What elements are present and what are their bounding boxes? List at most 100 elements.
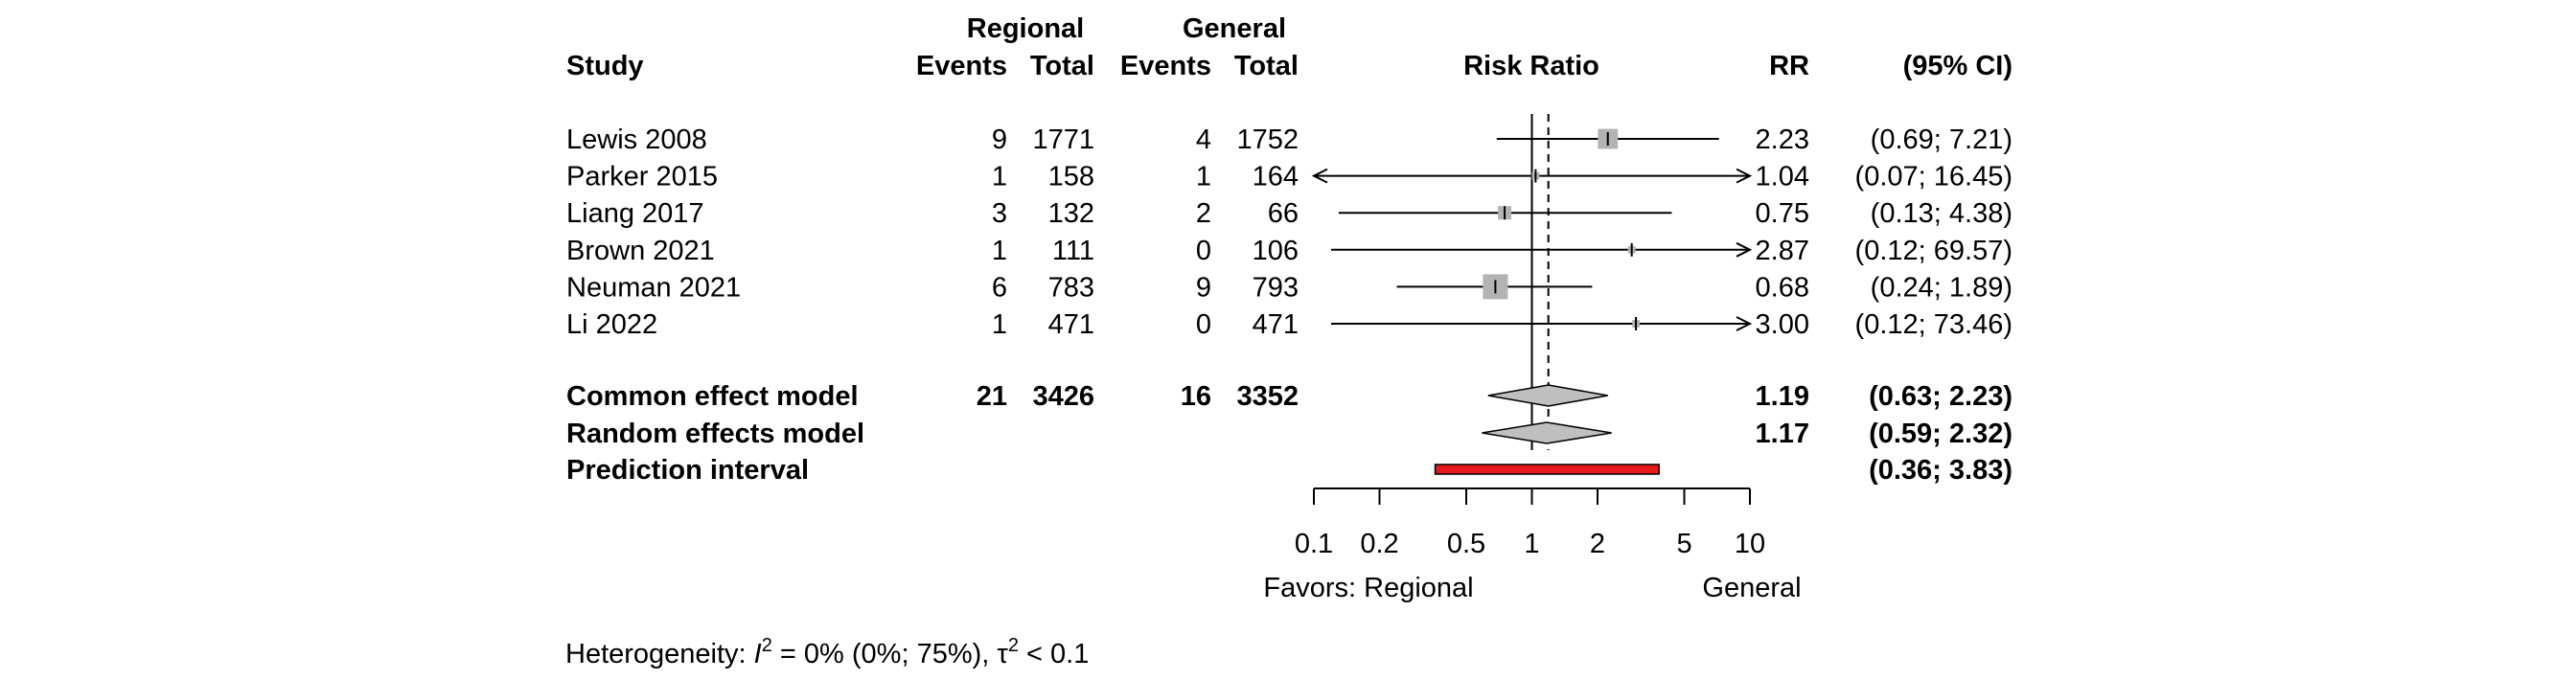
table-row: Lewis 2008 9 1771 4 1752 2.23 (0.69; 7.21) bbox=[566, 125, 2012, 155]
header-group1: Regional bbox=[967, 13, 1084, 44]
rr-value: 0.68 bbox=[1756, 272, 1809, 303]
study-name: Brown 2021 bbox=[566, 236, 715, 266]
study-name: Neuman 2021 bbox=[566, 272, 741, 303]
total-group1: 783 bbox=[1048, 272, 1094, 303]
x-tick-label: 5 bbox=[1676, 529, 1691, 559]
header-total-group2: Total bbox=[1234, 51, 1299, 81]
ci-arrow-right bbox=[1736, 168, 1753, 184]
x-tick-label: 0.5 bbox=[1447, 529, 1485, 559]
header-events-group1: Events bbox=[916, 51, 1007, 81]
total-group1: 111 bbox=[1052, 236, 1094, 266]
summary-name: Common effect model bbox=[566, 381, 859, 412]
ci-value: (0.12; 69.57) bbox=[1855, 236, 2012, 266]
summary-row: Prediction interval (0.36; 3.83) bbox=[566, 455, 2012, 486]
table-header: Regional General Study Events Total Even… bbox=[566, 13, 2012, 81]
ci-value: (0.69; 7.21) bbox=[1871, 125, 2012, 155]
summary-diamond bbox=[1487, 384, 1608, 407]
ci-value: (0.36; 3.83) bbox=[1869, 455, 2012, 486]
header-study: Study bbox=[566, 51, 644, 81]
total-group1: 158 bbox=[1048, 162, 1094, 193]
x-tick-label: 1 bbox=[1524, 529, 1539, 559]
table-row: Parker 2015 1 158 1 164 1.04 (0.07; 16.45) bbox=[566, 162, 2012, 193]
ci-arrow-left bbox=[1311, 168, 1328, 184]
study-name: Li 2022 bbox=[566, 309, 657, 340]
rr-value: 1.17 bbox=[1756, 419, 1809, 449]
total-group2: 164 bbox=[1253, 162, 1299, 193]
ci-value: (0.63; 2.23) bbox=[1869, 381, 2012, 412]
events-group1: 21 bbox=[977, 381, 1007, 412]
events-group1: 9 bbox=[992, 125, 1007, 155]
header-total-group1: Total bbox=[1030, 51, 1094, 81]
x-axis: 0.1 0.2 0.5 1 2 5 10 bbox=[1295, 487, 1765, 559]
summary-row: Common effect model 21 3426 16 3352 1.19 (0.63… bbox=[566, 381, 2012, 412]
events-group1: 6 bbox=[992, 272, 1007, 303]
events-group2: 4 bbox=[1196, 125, 1211, 155]
heterogeneity-tau-symbol: τ bbox=[997, 639, 1008, 669]
total-group1: 471 bbox=[1048, 309, 1094, 340]
ci-arrow-right bbox=[1736, 316, 1753, 331]
favors-left-label: Favors: Regional bbox=[1263, 573, 1473, 603]
ci-value: (0.07; 16.45) bbox=[1855, 162, 2012, 193]
header-ci: (95% CI) bbox=[1903, 51, 2012, 81]
total-group1: 1771 bbox=[1032, 125, 1094, 155]
heterogeneity-prefix: Heterogeneity: bbox=[565, 639, 754, 669]
total-group2: 793 bbox=[1253, 272, 1299, 303]
events-group2: 2 bbox=[1196, 198, 1211, 229]
header-rr: RR bbox=[1769, 51, 1809, 81]
rr-value: 3.00 bbox=[1756, 309, 1809, 340]
summary-name: Prediction interval bbox=[566, 455, 809, 486]
events-group1: 1 bbox=[992, 236, 1007, 266]
study-name: Parker 2015 bbox=[566, 162, 718, 193]
rr-value: 2.23 bbox=[1756, 125, 1809, 155]
events-group1: 1 bbox=[992, 162, 1007, 193]
ci-value: (0.24; 1.89) bbox=[1871, 272, 2012, 303]
study-name: Lewis 2008 bbox=[566, 125, 707, 155]
heterogeneity-i-sq: 2 bbox=[762, 635, 772, 656]
plot-marks bbox=[1311, 114, 1753, 475]
heterogeneity-tau-sq: 2 bbox=[1008, 635, 1019, 656]
header-group2: General bbox=[1183, 13, 1286, 44]
ci-value: (0.59; 2.32) bbox=[1869, 419, 2012, 449]
table-row: Brown 2021 1 111 0 106 2.87 (0.12; 69.57) bbox=[566, 236, 2012, 266]
total-group2: 3352 bbox=[1236, 381, 1299, 412]
rr-value: 0.75 bbox=[1756, 198, 1809, 229]
rr-value: 2.87 bbox=[1756, 236, 1809, 266]
total-group2: 66 bbox=[1268, 198, 1299, 229]
table-row: Neuman 2021 6 783 9 793 0.68 (0.24; 1.89) bbox=[566, 272, 2012, 303]
rr-value: 1.04 bbox=[1756, 162, 1809, 193]
events-group2: 0 bbox=[1196, 309, 1211, 340]
events-group2: 1 bbox=[1196, 162, 1211, 193]
table-row: Liang 2017 3 132 2 66 0.75 (0.13; 4.38) bbox=[566, 198, 2012, 229]
favors-right-label: General bbox=[1702, 573, 1801, 603]
events-group2: 9 bbox=[1196, 272, 1211, 303]
total-group2: 1752 bbox=[1236, 125, 1299, 155]
events-group1: 3 bbox=[992, 198, 1007, 229]
x-tick-label: 2 bbox=[1590, 529, 1605, 559]
heterogeneity-i2-text: = 0% (0%; 75%), bbox=[772, 639, 998, 669]
ci-arrow-right bbox=[1736, 241, 1753, 258]
x-tick-label: 0.1 bbox=[1295, 529, 1333, 559]
events-group2: 0 bbox=[1196, 236, 1211, 266]
table-row: Li 2022 1 471 0 471 3.00 (0.12; 73.46) bbox=[566, 309, 2012, 340]
events-group1: 1 bbox=[992, 309, 1007, 340]
prediction-interval-bar bbox=[1434, 464, 1660, 475]
summary-name: Random effects model bbox=[566, 419, 864, 449]
total-group1: 3426 bbox=[1032, 381, 1094, 412]
total-group1: 132 bbox=[1048, 198, 1094, 229]
study-name: Liang 2017 bbox=[566, 198, 704, 229]
header-events-group2: Events bbox=[1120, 51, 1211, 81]
events-group2: 16 bbox=[1181, 381, 1211, 412]
summary-row: Random effects model 1.17 (0.59; 2.32) bbox=[566, 419, 2012, 449]
header-plot-title: Risk Ratio bbox=[1463, 51, 1599, 81]
x-tick-label: 10 bbox=[1735, 529, 1765, 559]
rr-value: 1.19 bbox=[1756, 381, 1809, 412]
study-rows: Lewis 2008 9 1771 4 1752 2.23 (0.69; 7.21) Park… bbox=[566, 125, 2012, 486]
heterogeneity-i-symbol: I bbox=[754, 639, 762, 669]
heterogeneity-tau-text: < 0.1 bbox=[1019, 639, 1089, 669]
total-group2: 106 bbox=[1253, 236, 1299, 266]
x-tick-label: 0.2 bbox=[1360, 529, 1398, 559]
total-group2: 471 bbox=[1253, 309, 1299, 340]
ci-value: (0.13; 4.38) bbox=[1871, 198, 2012, 229]
summary-diamond bbox=[1482, 421, 1612, 444]
